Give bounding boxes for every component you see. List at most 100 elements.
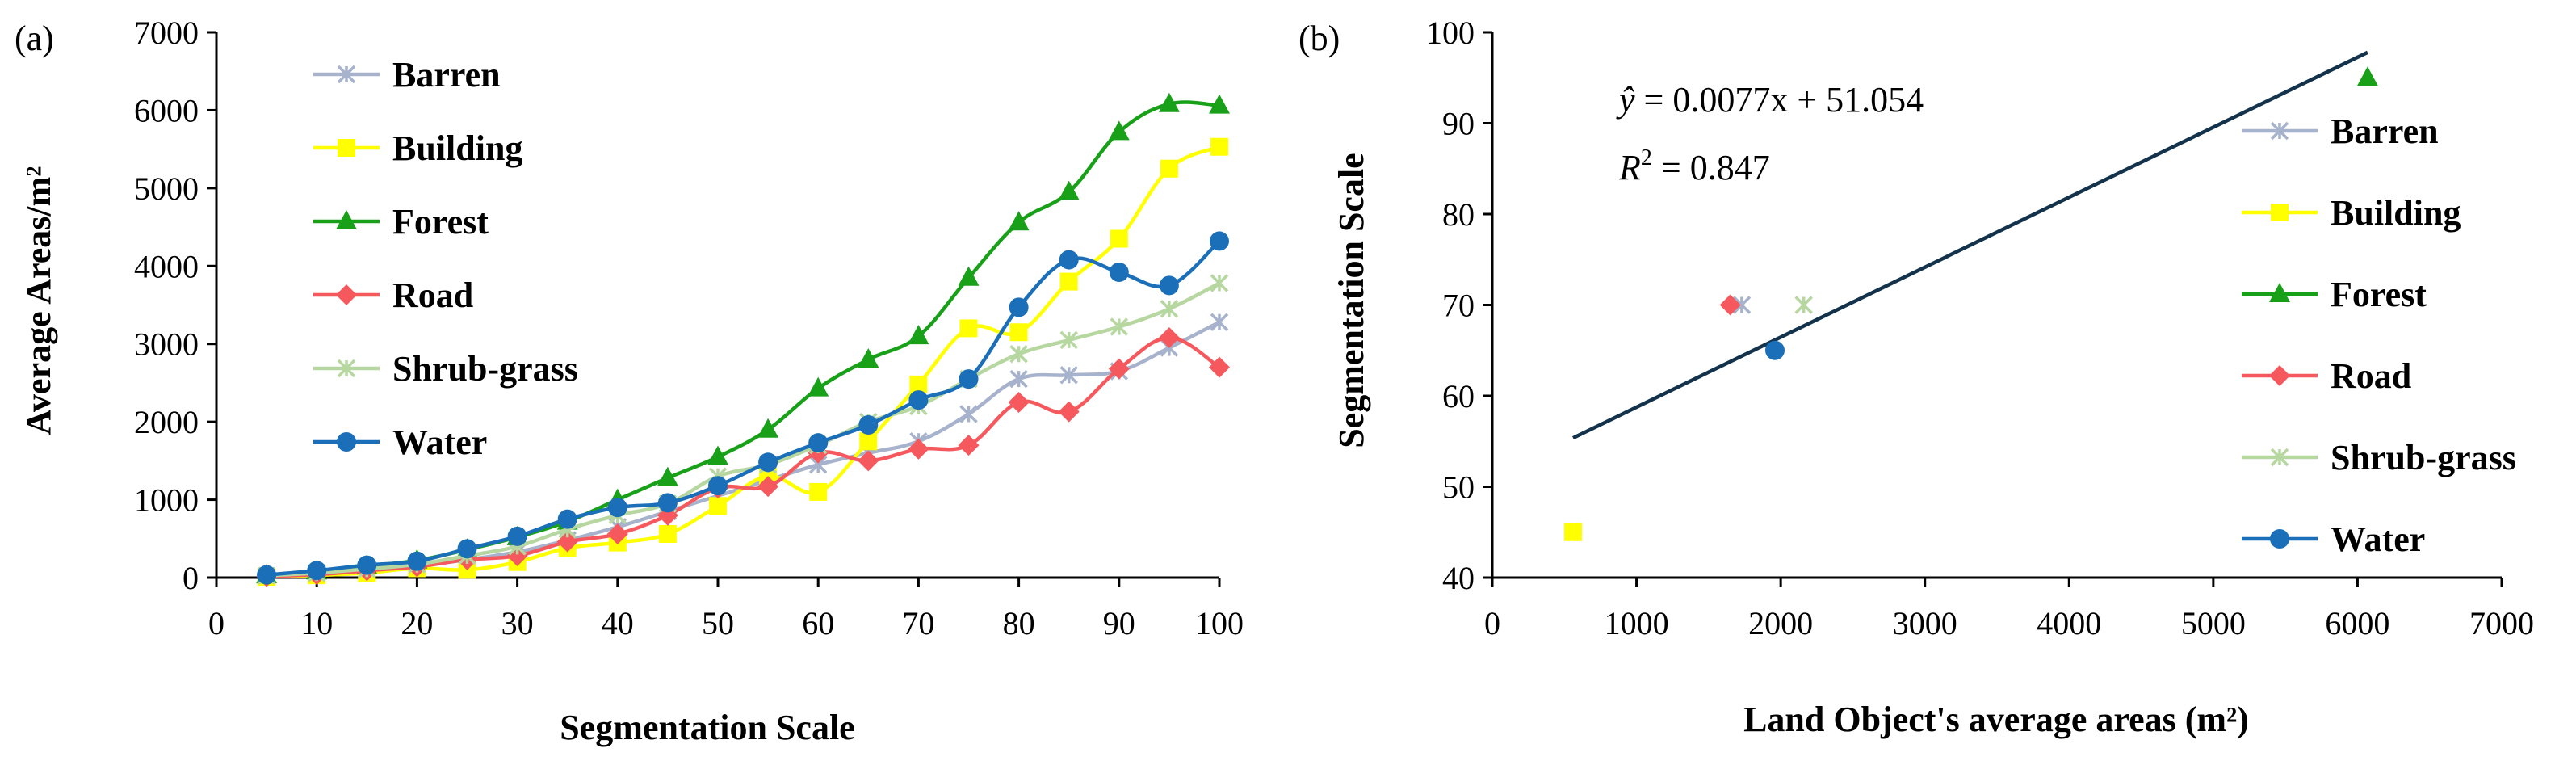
legend-a-label-road: Road bbox=[392, 275, 473, 315]
series-building-point bbox=[1009, 323, 1028, 342]
series-forest-point bbox=[1158, 92, 1180, 112]
series-barren-point bbox=[1009, 369, 1028, 389]
series-road-point bbox=[757, 476, 779, 498]
panel-a-y-tick-label: 0 bbox=[183, 560, 199, 596]
series-water-point bbox=[758, 452, 778, 473]
legend-a-item-barren: Barren bbox=[313, 55, 501, 95]
series-water-point bbox=[808, 433, 829, 453]
regression-equation: ŷ = 0.0077x + 51.054 bbox=[1616, 80, 1924, 120]
panel-a-label: (a) bbox=[15, 19, 54, 58]
legend-b-marker-building bbox=[2271, 204, 2289, 221]
legend-b-item-building: Building bbox=[2242, 193, 2461, 233]
legend-b-label-barren: Barren bbox=[2331, 111, 2439, 151]
point-shrub-grass bbox=[1794, 296, 1813, 314]
panel-a-x-tick-label: 70 bbox=[902, 605, 934, 641]
panel-b-x-tick-label: 6000 bbox=[2325, 605, 2389, 641]
panel-b-y-tick-label: 100 bbox=[1426, 15, 1475, 51]
series-water-point bbox=[457, 539, 477, 559]
panel-b-y-tick-label: 80 bbox=[1442, 196, 1475, 233]
series-shrub-grass-point bbox=[1160, 300, 1179, 318]
point-building bbox=[1564, 523, 1582, 541]
series-water-point bbox=[908, 390, 929, 410]
point-water bbox=[1765, 340, 1785, 360]
series-forest-point bbox=[908, 325, 929, 345]
panel-a-y-tick-label: 4000 bbox=[134, 248, 199, 284]
series-water-point bbox=[1210, 231, 1229, 251]
legend-b-marker-forest bbox=[2269, 283, 2290, 302]
panel-a-x-tick-label: 20 bbox=[401, 605, 433, 641]
series-building-point bbox=[909, 375, 928, 393]
series-forest-point bbox=[858, 348, 879, 368]
legend-a-marker-forest bbox=[336, 210, 357, 229]
panel-a-y-tick-label: 3000 bbox=[134, 326, 199, 363]
legend-b-item-water: Water bbox=[2242, 519, 2425, 559]
legend-a-marker-water bbox=[337, 432, 356, 452]
series-water-point bbox=[307, 561, 327, 581]
legend-b-label-building: Building bbox=[2331, 193, 2461, 233]
panel-a-x-tick-label: 0 bbox=[208, 605, 224, 641]
panel-b-y-tick-label: 50 bbox=[1442, 469, 1475, 506]
series-building-point bbox=[959, 319, 978, 338]
legend-a-item-road: Road bbox=[313, 275, 473, 315]
legend-a-marker-shrub-grass bbox=[337, 359, 356, 378]
point-barren bbox=[1732, 296, 1752, 314]
legend-b-marker-barren bbox=[2270, 121, 2289, 141]
panel-b-x-tick-label: 7000 bbox=[2469, 605, 2534, 641]
legend-b-label-shrub-grass: Shrub-grass bbox=[2331, 438, 2516, 477]
series-barren-point bbox=[959, 405, 978, 423]
series-shrub-grass-point bbox=[1210, 274, 1229, 292]
panel-a-legend: Barren Building Forest Road Shrub-grass Water bbox=[313, 55, 578, 462]
series-forest-point bbox=[808, 376, 829, 397]
series-road-point bbox=[1058, 401, 1080, 423]
series-forest-point bbox=[657, 466, 678, 486]
panel-a-y-tick-label: 2000 bbox=[134, 404, 199, 440]
legend-a-marker-road bbox=[336, 284, 357, 305]
series-water-point bbox=[257, 565, 277, 585]
series-building-point bbox=[658, 525, 677, 543]
legend-b-item-forest: Forest bbox=[2242, 275, 2427, 314]
panel-b-x-tick-label: 4000 bbox=[2037, 605, 2101, 641]
panel-b-y-axis-title: Segmentation Scale bbox=[1332, 153, 1371, 448]
series-water-point bbox=[1159, 275, 1179, 296]
series-forest-point bbox=[707, 445, 728, 465]
panel-b-y-tick-label: 70 bbox=[1442, 288, 1475, 324]
series-water-point bbox=[1059, 250, 1079, 270]
point-forest bbox=[2356, 66, 2378, 86]
series-water-point bbox=[557, 509, 577, 529]
series-barren-point bbox=[1210, 313, 1229, 331]
series-water-point bbox=[507, 526, 527, 546]
series-shrub-grass-point bbox=[1110, 317, 1129, 336]
series-road-point bbox=[908, 438, 929, 460]
legend-b-label-water: Water bbox=[2331, 519, 2425, 559]
legend-b-item-shrub-grass: Shrub-grass bbox=[2242, 438, 2516, 477]
point-road bbox=[1719, 294, 1741, 316]
series-water-point bbox=[1009, 297, 1029, 317]
series-shrub-grass-point bbox=[1059, 330, 1078, 350]
panel-a-x-tick-label: 80 bbox=[1003, 605, 1035, 641]
series-forest-point bbox=[958, 266, 980, 286]
legend-a-item-shrub-grass: Shrub-grass bbox=[313, 349, 578, 389]
panel-a-x-tick-label: 10 bbox=[300, 605, 333, 641]
panel-b: (b) 40 50 60 70 80 90 100 0 1000 2000 3000 4000 500… bbox=[1298, 15, 2534, 739]
regression-line bbox=[1572, 50, 2368, 440]
series-building-point bbox=[859, 432, 878, 451]
series-water-point bbox=[407, 551, 427, 571]
panel-a-y-tick-label: 7000 bbox=[134, 15, 199, 51]
panel-b-legend: Barren Building Forest Road Shrub-grass Water bbox=[2242, 111, 2516, 559]
series-building-point bbox=[809, 482, 828, 501]
legend-a-label-water: Water bbox=[392, 423, 487, 462]
legend-a-label-shrub-grass: Shrub-grass bbox=[392, 349, 578, 389]
series-water-point bbox=[357, 555, 377, 575]
legend-b-item-road: Road bbox=[2242, 356, 2411, 396]
panel-a-y-tick-label: 6000 bbox=[134, 92, 199, 128]
series-forest-point bbox=[1008, 211, 1030, 231]
series-water-point bbox=[607, 498, 627, 518]
panel-b-x-tick-label: 0 bbox=[1484, 605, 1500, 641]
series-water-point bbox=[708, 476, 728, 496]
regression-yhat: ŷ bbox=[1616, 80, 1635, 120]
legend-b-label-road: Road bbox=[2331, 356, 2411, 396]
legend-a-label-barren: Barren bbox=[392, 55, 501, 95]
series-building-point bbox=[1110, 229, 1128, 248]
series-building-point bbox=[709, 497, 727, 515]
panel-b-x-tick-label: 2000 bbox=[1748, 605, 1813, 641]
